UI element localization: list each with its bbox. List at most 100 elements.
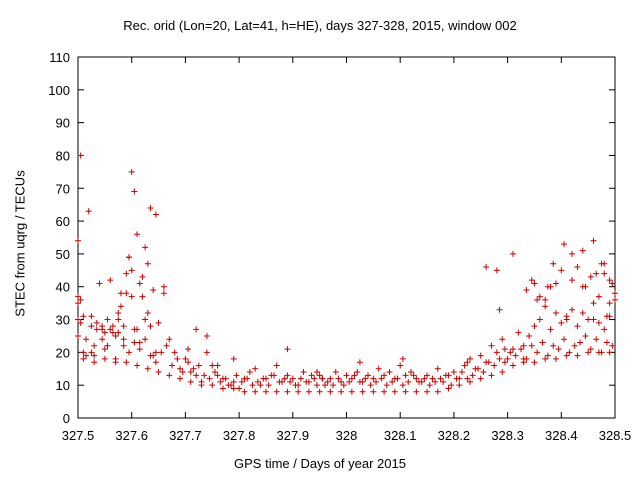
data-point — [271, 372, 278, 379]
data-point — [230, 378, 237, 385]
data-point — [612, 290, 618, 297]
data-point — [120, 342, 127, 349]
y-tick-label: 20 — [56, 345, 70, 360]
data-point — [109, 329, 116, 336]
data-point — [144, 365, 151, 372]
data-point — [112, 355, 119, 362]
data-point — [569, 306, 576, 313]
data-point — [85, 208, 92, 215]
data-point — [485, 359, 492, 366]
data-point — [373, 378, 380, 385]
data-point — [364, 372, 371, 379]
data-point — [612, 296, 618, 303]
data-point — [91, 342, 98, 349]
data-point — [120, 323, 127, 330]
data-point — [413, 375, 420, 382]
data-point — [330, 382, 337, 389]
data-point — [518, 346, 525, 353]
data-point — [560, 241, 567, 248]
data-point — [493, 349, 500, 356]
data-point — [182, 355, 189, 362]
data-point — [142, 316, 149, 323]
data-point — [96, 280, 103, 287]
data-point — [147, 323, 154, 330]
data-point — [429, 375, 436, 382]
data-point — [190, 365, 197, 372]
data-point — [236, 385, 243, 392]
data-point — [609, 342, 616, 349]
data-point — [593, 336, 600, 343]
data-point — [187, 378, 194, 385]
data-point — [230, 355, 237, 362]
data-point — [257, 382, 264, 389]
data-point — [142, 336, 149, 343]
data-point — [88, 349, 95, 356]
data-point — [211, 369, 218, 376]
data-point — [155, 319, 162, 326]
data-point — [458, 369, 465, 376]
data-point — [80, 355, 87, 362]
data-point — [219, 385, 226, 392]
data-point — [603, 339, 610, 346]
data-point — [348, 388, 355, 395]
data-point — [550, 342, 557, 349]
data-point — [402, 388, 409, 395]
data-point — [555, 346, 562, 353]
data-point — [356, 359, 363, 366]
data-point — [579, 309, 586, 316]
data-point — [351, 372, 358, 379]
data-point — [413, 388, 420, 395]
data-point — [558, 319, 565, 326]
data-point — [593, 270, 600, 277]
data-point — [83, 336, 90, 343]
data-point — [536, 316, 543, 323]
data-point — [338, 388, 345, 395]
data-point — [327, 375, 334, 382]
data-point — [281, 375, 288, 382]
data-point — [166, 372, 173, 379]
data-point — [209, 362, 216, 369]
data-point — [77, 319, 84, 326]
data-point — [590, 237, 597, 244]
data-point — [115, 329, 122, 336]
data-point — [544, 352, 551, 359]
data-point — [332, 369, 339, 376]
data-point — [531, 359, 538, 366]
data-point — [246, 369, 253, 376]
data-point — [453, 375, 460, 382]
y-tick-label: 80 — [56, 148, 70, 163]
data-point — [574, 323, 581, 330]
data-point — [547, 283, 554, 290]
data-point — [203, 332, 210, 339]
data-point — [327, 388, 334, 395]
data-point — [496, 355, 503, 362]
data-point — [469, 372, 476, 379]
x-tick-label: 328 — [336, 428, 358, 443]
data-point — [203, 349, 210, 356]
data-point — [75, 332, 81, 339]
data-point — [542, 296, 549, 303]
data-point — [152, 211, 159, 218]
data-point — [587, 273, 594, 280]
data-point — [136, 339, 143, 346]
data-point — [101, 329, 108, 336]
data-point — [491, 362, 498, 369]
data-point — [367, 382, 374, 389]
data-point — [123, 359, 130, 366]
data-point — [542, 355, 549, 362]
data-point — [552, 309, 559, 316]
data-point — [574, 352, 581, 359]
data-point — [134, 362, 141, 369]
data-point — [356, 378, 363, 385]
data-point — [547, 326, 554, 333]
data-point — [93, 326, 100, 333]
data-point — [407, 369, 414, 376]
data-point — [509, 362, 516, 369]
data-point — [579, 283, 586, 290]
data-point — [142, 244, 149, 251]
data-point — [577, 339, 584, 346]
data-point — [284, 346, 291, 353]
data-point — [493, 267, 500, 274]
data-point — [450, 369, 457, 376]
data-point — [160, 283, 167, 290]
